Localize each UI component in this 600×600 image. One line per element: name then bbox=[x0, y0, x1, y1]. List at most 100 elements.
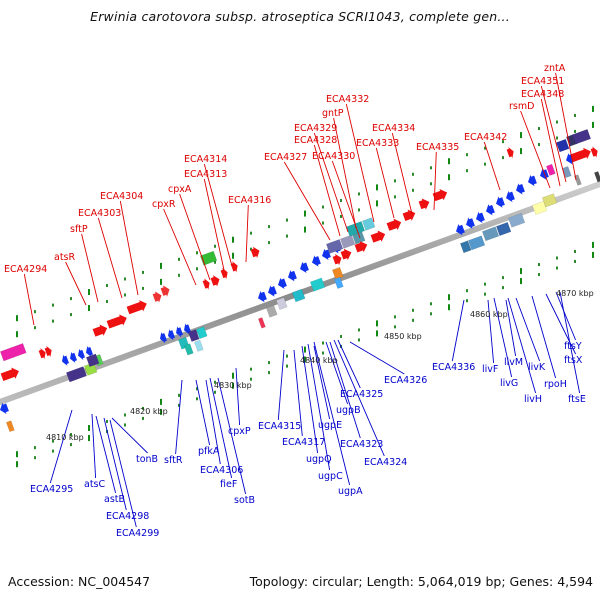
forward-gene-label[interactable]: ECA4330 bbox=[312, 151, 355, 162]
gene-block[interactable] bbox=[495, 221, 512, 237]
gene-block-shape[interactable] bbox=[531, 200, 548, 216]
reverse-gene-label[interactable]: livF bbox=[482, 364, 498, 375]
forward-gene-arrow[interactable] bbox=[38, 347, 48, 360]
reverse-arrow-shape[interactable] bbox=[504, 190, 516, 204]
reverse-arrow-shape[interactable] bbox=[84, 345, 94, 358]
reverse-gene-arrow[interactable] bbox=[174, 325, 184, 338]
gene-block[interactable] bbox=[571, 128, 592, 145]
gene-block-shape[interactable] bbox=[183, 343, 194, 356]
gene-block-shape[interactable] bbox=[507, 212, 526, 228]
forward-gene-label[interactable]: ECA4328 bbox=[294, 135, 337, 146]
reverse-arrow-shape[interactable] bbox=[182, 322, 192, 335]
forward-arrow-shape[interactable] bbox=[590, 145, 600, 158]
forward-arrow-shape[interactable] bbox=[386, 217, 403, 233]
reverse-gene-arrow[interactable] bbox=[158, 331, 168, 344]
forward-gene-arrow[interactable] bbox=[354, 239, 369, 254]
reverse-gene-label[interactable]: ECA4295 bbox=[30, 484, 73, 495]
gene-block-shape[interactable] bbox=[265, 304, 278, 318]
gene-block-shape[interactable] bbox=[573, 174, 582, 186]
gene-block[interactable] bbox=[65, 366, 87, 383]
gene-block-shape[interactable] bbox=[481, 226, 500, 242]
gene-block[interactable] bbox=[0, 343, 27, 362]
reverse-arrow-shape[interactable] bbox=[474, 211, 486, 225]
forward-gene-label[interactable]: ECA4348 bbox=[521, 89, 564, 100]
gene-block[interactable] bbox=[593, 171, 600, 183]
forward-gene-label[interactable]: zntA bbox=[544, 63, 566, 74]
gene-block[interactable] bbox=[573, 174, 582, 186]
gene-block-shape[interactable] bbox=[459, 240, 472, 254]
forward-arrow-shape[interactable] bbox=[402, 207, 417, 222]
forward-arrow-shape[interactable] bbox=[210, 274, 222, 288]
forward-gene-arrow[interactable] bbox=[332, 252, 344, 266]
forward-arrow-shape[interactable] bbox=[432, 187, 449, 203]
forward-gene-arrow[interactable] bbox=[432, 187, 449, 203]
gene-block[interactable] bbox=[5, 420, 15, 433]
reverse-gene-arrow[interactable] bbox=[310, 254, 322, 268]
reverse-gene-label[interactable]: ECA4317 bbox=[282, 437, 325, 448]
gene-block[interactable] bbox=[339, 234, 356, 249]
forward-gene-arrow[interactable] bbox=[250, 245, 262, 259]
gene-block[interactable] bbox=[199, 250, 218, 266]
reverse-gene-label[interactable]: ECA4299 bbox=[116, 528, 159, 539]
forward-arrow-shape[interactable] bbox=[370, 228, 387, 244]
gene-block[interactable] bbox=[309, 277, 326, 292]
forward-gene-arrow[interactable] bbox=[126, 298, 149, 316]
forward-arrow-shape[interactable] bbox=[570, 146, 593, 164]
forward-gene-arrow[interactable] bbox=[590, 145, 600, 158]
reverse-gene-label[interactable]: sotB bbox=[234, 495, 255, 506]
reverse-gene-label[interactable]: ECA4336 bbox=[432, 362, 475, 373]
forward-arrow-shape[interactable] bbox=[354, 239, 369, 254]
gene-block-shape[interactable] bbox=[199, 250, 218, 266]
reverse-gene-arrow[interactable] bbox=[514, 182, 526, 196]
gene-features[interactable] bbox=[0, 128, 600, 433]
reverse-arrow-shape[interactable] bbox=[174, 325, 184, 338]
forward-gene-label[interactable]: ECA4342 bbox=[464, 132, 507, 143]
forward-gene-arrow[interactable] bbox=[160, 284, 172, 298]
forward-arrow-shape[interactable] bbox=[126, 298, 149, 316]
reverse-gene-label[interactable]: ugpC bbox=[318, 471, 343, 482]
reverse-gene-arrow[interactable] bbox=[68, 351, 78, 364]
gene-block-shape[interactable] bbox=[187, 329, 200, 342]
forward-arrow-shape[interactable] bbox=[44, 345, 54, 358]
reverse-arrow-shape[interactable] bbox=[286, 269, 298, 283]
forward-gene-arrow[interactable] bbox=[202, 277, 212, 290]
forward-gene-label[interactable]: ECA4327 bbox=[264, 152, 307, 163]
reverse-gene-label[interactable]: ftsY bbox=[564, 341, 582, 352]
forward-gene-arrow[interactable] bbox=[0, 365, 21, 382]
reverse-arrow-shape[interactable] bbox=[166, 328, 176, 341]
reverse-gene-arrow[interactable] bbox=[494, 195, 506, 209]
gene-block[interactable] bbox=[275, 297, 288, 311]
gene-block[interactable] bbox=[291, 288, 306, 303]
gene-block[interactable] bbox=[459, 240, 472, 254]
gene-block[interactable] bbox=[265, 304, 278, 318]
gene-block[interactable] bbox=[541, 193, 558, 208]
gene-block[interactable] bbox=[257, 317, 266, 329]
gene-block-shape[interactable] bbox=[193, 339, 204, 352]
forward-gene-arrow[interactable] bbox=[44, 345, 54, 358]
reverse-gene-label[interactable]: livH bbox=[524, 394, 542, 405]
forward-gene-label[interactable]: ECA4294 bbox=[4, 264, 47, 275]
reverse-arrow-shape[interactable] bbox=[320, 248, 332, 262]
reverse-arrow-shape[interactable] bbox=[76, 348, 86, 361]
forward-gene-label[interactable]: ECA4329 bbox=[294, 123, 337, 134]
reverse-arrow-shape[interactable] bbox=[526, 174, 538, 188]
forward-arrow-shape[interactable] bbox=[418, 196, 431, 211]
reverse-gene-label[interactable]: ECA4306 bbox=[200, 465, 243, 476]
gene-block-shape[interactable] bbox=[333, 276, 344, 289]
gene-labels[interactable]: ECA4294 atsR sftP ECA4303 ECA4304 cpxR cpxA ECA… bbox=[4, 63, 586, 539]
gene-block[interactable] bbox=[85, 353, 100, 368]
reverse-gene-label[interactable]: ECA4315 bbox=[258, 421, 301, 432]
forward-arrow-shape[interactable] bbox=[202, 277, 212, 290]
gene-block-shape[interactable] bbox=[361, 217, 376, 231]
gene-block-shape[interactable] bbox=[291, 288, 306, 303]
forward-gene-arrow[interactable] bbox=[386, 217, 403, 233]
forward-gene-label[interactable]: ECA4351 bbox=[521, 76, 564, 87]
forward-gene-label[interactable]: ECA4316 bbox=[228, 195, 271, 206]
forward-gene-arrow[interactable] bbox=[152, 290, 164, 304]
reverse-arrow-shape[interactable] bbox=[464, 216, 476, 230]
reverse-arrow-shape[interactable] bbox=[514, 182, 526, 196]
forward-gene-label[interactable]: ECA4332 bbox=[326, 94, 369, 105]
reverse-gene-label[interactable]: ECA4324 bbox=[364, 457, 407, 468]
forward-arrow-shape[interactable] bbox=[340, 247, 353, 262]
reverse-gene-label[interactable]: rpoH bbox=[544, 379, 567, 390]
